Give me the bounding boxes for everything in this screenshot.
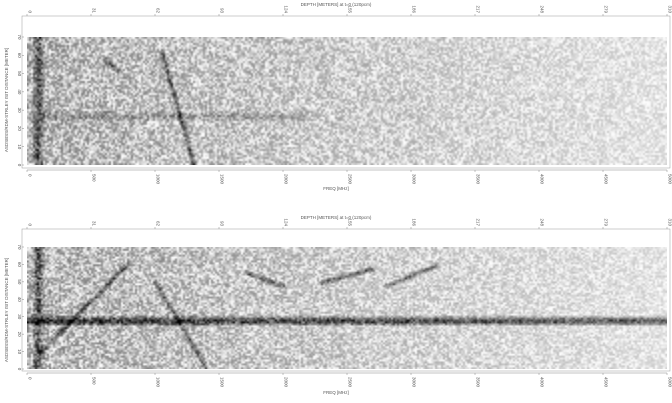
chart-top-top-tick-label: 124 [284,5,289,13]
chart-bottom-x-tick-label: 2000 [284,377,289,388]
chart-bottom-y-tick-label: 50 [17,279,22,285]
chart-top-x-tick-label: 4000 [540,174,545,185]
chart-bottom-ylabel: ASDSBSS/RDM-STRLEY ISIT DISTANCE [METER] [4,258,9,362]
chart-bottom-top-tick-label: 186 [412,218,417,226]
chart-bottom-top-axis: 0 31 62 93 124 155 186 217 248 279 310 [26,218,672,229]
chart-bottom-frame [21,228,671,372]
chart-top: DEPTH [METERS] at t=0 (120pcm) 0 31 62 93 12… [4,2,672,191]
chart-top-top-tick-label: 310 [668,5,672,13]
chart-bottom-y-tick-label: 20 [17,332,22,338]
chart-top-title: DEPTH [METERS] at t=0 (120pcm) [301,2,372,7]
chart-top-y-tick-label: 30 [17,108,22,114]
chart-top-ylabel: ASDSBSS/RDM-STRLEY ISIT DISTANCE [METER] [4,48,9,152]
chart-top-y-tick-label: 60 [17,53,22,59]
chart-top-heatmap [27,37,667,165]
chart-bottom-x-tick-label: 1000 [156,377,161,388]
chart-bottom-x-tick-label: 1500 [220,377,225,388]
chart-bottom-y-tick-label: 40 [17,297,22,303]
chart-top-x-tick-label: 1000 [156,174,161,185]
chart-top-top-tick-label: 31 [92,8,97,14]
chart-bottom-y-tick-label: 30 [17,314,22,320]
chart-top-top-tick-label: 62 [156,8,161,14]
chart-top-y-tick-label: 0 [17,164,22,167]
chart-bottom-x-axis: 0 500 1000 1500 2000 2500 3000 3500 4000 4500 5000 [26,372,672,388]
chart-top-x-tick-label: 0 [28,174,33,177]
chart-top-top-tick-label: 248 [540,5,545,13]
chart-top-x-tick-label: 500 [92,174,97,182]
chart-bottom-x-tick-label: 500 [92,377,97,385]
chart-bottom-title: DEPTH [METERS] at t=0 (120pcm) [301,215,372,220]
chart-bottom-top-tick-label: 155 [348,218,353,226]
chart-bottom-top-tick-label: 124 [284,218,289,226]
chart-bottom-y-tick-label: 70 [17,244,22,250]
chart-top-x-tick-label: 3000 [412,174,417,185]
chart-top-x-tick-label: 1500 [220,174,225,185]
chart-top-x-tick-label: 5000 [668,174,672,185]
chart-top-x-tick-label: 2500 [348,174,353,185]
chart-bottom-y-tick-label: 10 [17,349,22,355]
chart-bottom-xlabel: FREQ [MHz] [323,390,349,395]
chart-bottom-x-tick-label: 0 [28,377,33,380]
chart-bottom-top-tick-label: 310 [668,218,672,226]
chart-top-y-tick-label: 50 [17,71,22,77]
chart-top-x-axis: 0 500 1000 1500 2000 2500 3000 3500 4000 4500 5000 [26,169,672,185]
chart-top-xlabel: FREQ [MHz] [323,186,349,191]
chart-bottom: DEPTH [METERS] at t=0 (120pcm) 0 31 62 93 12… [4,215,672,395]
chart-bottom-x-tick-label: 3000 [412,377,417,388]
chart-bottom-top-tick-label: 31 [92,221,97,227]
chart-bottom-y-tick-label: 0 [17,368,22,371]
chart-bottom-y-tick-label: 60 [17,262,22,268]
chart-bottom-x-tick-label: 3500 [476,377,481,388]
chart-bottom-top-tick-label: 217 [476,218,481,226]
chart-bottom-heatmap [27,247,667,369]
chart-bottom-x-tick-label: 4000 [540,377,545,388]
chart-bottom-top-tick-label: 248 [540,218,545,226]
chart-top-x-tick-label: 3500 [476,174,481,185]
chart-bottom-y-axis: 0 10 20 30 40 50 60 70 [17,244,24,371]
chart-top-y-axis: 0 10 20 30 40 50 60 70 [17,34,24,167]
chart-top-top-tick-label: 93 [220,8,225,14]
chart-top-y-tick-label: 20 [17,126,22,132]
chart-top-top-tick-label: 186 [412,5,417,13]
chart-top-x-tick-label: 2000 [284,174,289,185]
chart-top-top-tick-label: 279 [604,5,609,13]
chart-top-y-tick-label: 70 [17,34,22,40]
chart-top-y-tick-label: 40 [17,89,22,95]
chart-top-top-tick-label: 0 [28,10,33,13]
chart-top-top-tick-label: 217 [476,5,481,13]
chart-top-x-tick-label: 4500 [604,174,609,185]
chart-top-top-axis: 0 31 62 93 124 155 186 217 248 279 310 [26,5,672,16]
chart-top-top-tick-label: 155 [348,5,353,13]
chart-bottom-x-tick-label: 4500 [604,377,609,388]
chart-bottom-top-tick-label: 93 [220,221,225,227]
chart-top-y-tick-label: 10 [17,144,22,150]
chart-bottom-x-tick-label: 5000 [668,377,672,388]
chart-bottom-top-tick-label: 0 [28,223,33,226]
chart-bottom-top-tick-label: 279 [604,218,609,226]
chart-bottom-top-tick-label: 62 [156,221,161,227]
chart-bottom-x-tick-label: 2500 [348,377,353,388]
